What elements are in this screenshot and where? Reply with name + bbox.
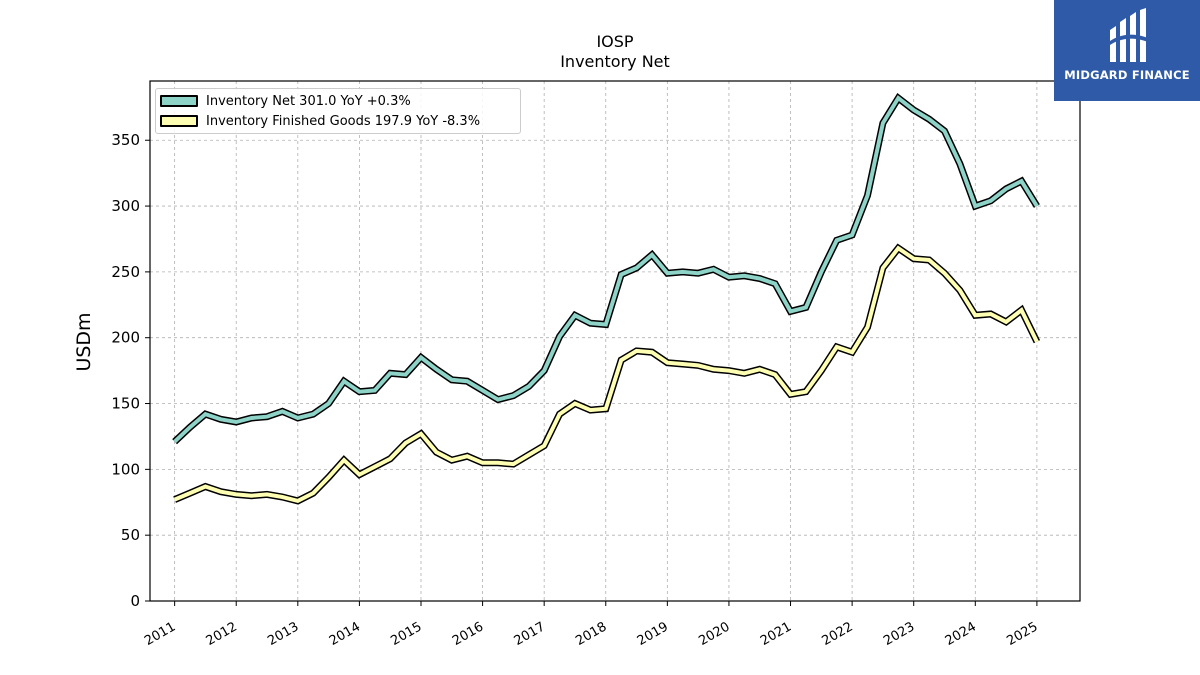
chart-subtitle: Inventory Net xyxy=(560,52,670,71)
series-line-inventory-net xyxy=(173,95,1039,444)
legend-item-finished-goods: Inventory Finished Goods 197.9 YoY -8.3% xyxy=(160,111,480,131)
x-tick-label: 2018 xyxy=(573,619,609,649)
legend-label: Inventory Finished Goods 197.9 YoY -8.3% xyxy=(206,113,481,129)
x-tick-label: 2024 xyxy=(943,619,979,649)
chart-title: IOSP xyxy=(596,32,634,51)
x-tick-label: 2023 xyxy=(881,619,917,649)
x-tick-label: 2012 xyxy=(204,619,240,649)
x-tick-label: 2014 xyxy=(327,619,363,649)
x-tick-label: 2015 xyxy=(388,619,424,649)
y-axis-label: USDm xyxy=(73,312,95,372)
logo-mark-icon xyxy=(1106,8,1148,62)
y-tick-label: 100 xyxy=(111,460,140,478)
logo-text: MIDGARD FINANCE xyxy=(1064,68,1190,82)
x-tick-label: 2011 xyxy=(142,619,178,649)
y-tick-label: 200 xyxy=(111,329,140,347)
x-tick-label: 2021 xyxy=(758,619,794,649)
y-tick-label: 0 xyxy=(130,592,140,610)
legend-swatch-finished-goods xyxy=(160,115,198,127)
legend-swatch-inventory-net xyxy=(160,95,198,107)
legend-label: Inventory Net 301.0 YoY +0.3% xyxy=(206,93,411,109)
chart-legend: Inventory Net 301.0 YoY +0.3% Inventory … xyxy=(155,88,521,134)
series-line-finished-goods xyxy=(173,245,1039,504)
x-tick-label: 2013 xyxy=(265,619,301,649)
y-tick-label: 350 xyxy=(111,131,140,149)
x-tick-label: 2016 xyxy=(450,619,486,649)
y-tick-label: 50 xyxy=(121,526,140,544)
y-tick-label: 150 xyxy=(111,395,140,413)
plot-frame xyxy=(149,80,1081,602)
y-tick-label: 300 xyxy=(111,197,140,215)
x-tick-label: 2019 xyxy=(635,619,671,649)
x-tick-label: 2020 xyxy=(696,619,732,649)
x-tick-label: 2022 xyxy=(820,619,856,649)
y-tick-label: 250 xyxy=(111,263,140,281)
legend-item-inventory-net: Inventory Net 301.0 YoY +0.3% xyxy=(160,91,411,111)
brand-logo: MIDGARD FINANCE xyxy=(1054,0,1200,101)
x-tick-label: 2017 xyxy=(512,619,548,649)
x-tick-label: 2025 xyxy=(1004,619,1040,649)
